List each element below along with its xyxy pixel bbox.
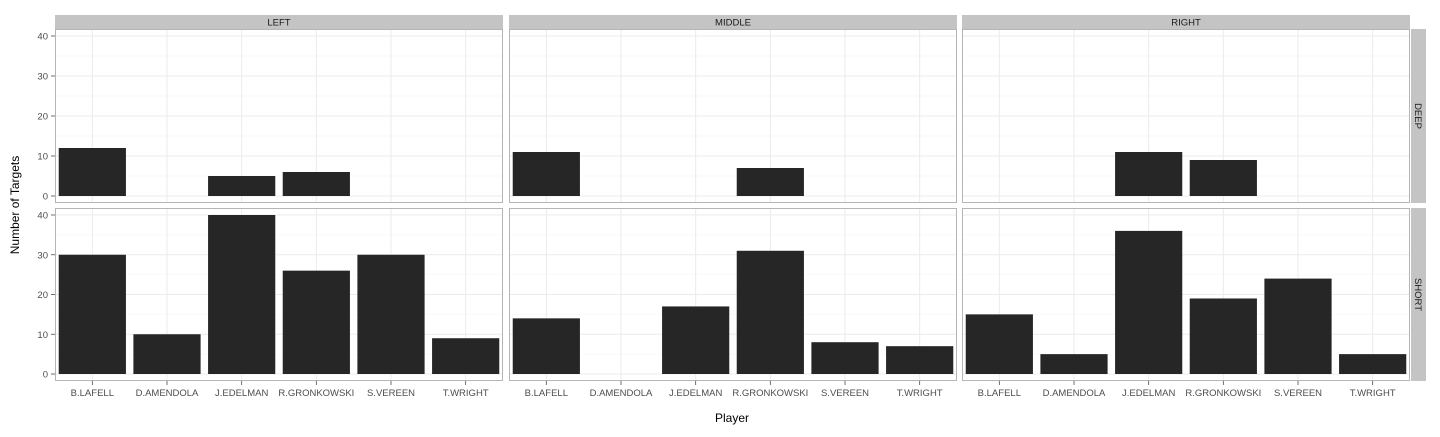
panel-middle-deep — [509, 29, 957, 203]
bar-left-short-j-edelman — [208, 215, 276, 374]
bar-left-deep-r-gronkowski — [282, 172, 350, 196]
axes-layer: 0 10 20 30 40 0 10 20 30 40 B.LAFELL D.AMENDOLA J.ED… — [37, 32, 1395, 400]
bar-right-short-s-vereen — [1264, 278, 1332, 374]
panel-border — [509, 208, 957, 381]
bar-middle-deep-r-gronkowski — [736, 168, 804, 196]
bar-middle-short-r-gronkowski — [736, 250, 804, 374]
bar-right-short-d-amendola — [1040, 354, 1108, 374]
panel-border — [962, 208, 1410, 381]
x-tick-label: D.AMENDOLA — [590, 388, 653, 399]
x-tick-label: J.EDELMAN — [669, 388, 722, 399]
x-tick-label: T.WRIGHT — [897, 388, 943, 399]
panel-left-short — [55, 208, 503, 381]
x-tick-label: D.AMENDOLA — [136, 388, 199, 399]
bar-left-short-r-gronkowski — [282, 270, 350, 374]
y-tick-label: 0 — [43, 192, 48, 203]
bar-right-deep-j-edelman — [1115, 152, 1183, 196]
bar-right-deep-r-gronkowski — [1189, 160, 1257, 196]
x-tick-label: T.WRIGHT — [443, 388, 489, 399]
bar-right-short-b-lafell — [965, 314, 1033, 374]
y-tick-label: 20 — [37, 112, 48, 123]
bar-middle-short-j-edelman — [662, 306, 730, 374]
x-tick-label: R.GRONKOWSKI — [732, 388, 808, 399]
y-tick-label: 40 — [37, 32, 48, 43]
y-axis-title: Number of Targets — [8, 156, 22, 255]
x-tick-label: S.VEREEN — [821, 388, 869, 399]
panel-border — [55, 208, 503, 381]
y-tick-label: 0 — [43, 370, 48, 381]
bar-middle-deep-b-lafell — [512, 152, 580, 196]
y-tick-label: 30 — [37, 72, 48, 83]
facet-strip-label-deep: DEEP — [1412, 103, 1423, 129]
panel-border — [962, 29, 1410, 203]
bar-middle-short-t-wright — [886, 346, 954, 374]
bar-left-deep-b-lafell — [58, 148, 126, 196]
facet-strip-label-middle: MIDDLE — [715, 18, 751, 29]
bar-left-deep-j-edelman — [208, 176, 276, 196]
x-tick-label: R.GRONKOWSKI — [278, 388, 354, 399]
panel-left-deep — [55, 29, 503, 203]
x-tick-label: T.WRIGHT — [1350, 388, 1396, 399]
bar-right-short-j-edelman — [1115, 230, 1183, 374]
bar-right-short-t-wright — [1339, 354, 1407, 374]
bar-middle-short-b-lafell — [512, 318, 580, 374]
facet-strip-short — [1411, 208, 1426, 381]
bar-left-short-t-wright — [432, 338, 500, 374]
panel-right-short — [962, 208, 1410, 381]
x-tick-label: B.LAFELL — [71, 388, 114, 399]
x-tick-label: S.VEREEN — [1274, 388, 1322, 399]
panel-right-deep — [962, 29, 1410, 203]
panel-border — [55, 29, 503, 203]
x-tick-label: J.EDELMAN — [215, 388, 268, 399]
facet-strip-label-right: RIGHT — [1171, 18, 1201, 29]
facet-strip-middle — [509, 15, 957, 29]
bar-left-short-d-amendola — [133, 334, 201, 374]
x-tick-label: B.LAFELL — [978, 388, 1021, 399]
y-tick-label: 10 — [37, 330, 48, 341]
x-tick-label: R.GRONKOWSKI — [1185, 388, 1261, 399]
facet-strip-right — [962, 15, 1410, 29]
y-tick-label: 20 — [37, 290, 48, 301]
panel-middle-short — [509, 208, 957, 381]
facet-strip-label-short: SHORT — [1412, 278, 1423, 311]
x-axis-title: Player — [715, 411, 749, 425]
facet-strip-left — [55, 15, 503, 29]
x-tick-label: D.AMENDOLA — [1043, 388, 1106, 399]
x-tick-label: J.EDELMAN — [1122, 388, 1175, 399]
y-tick-label: 30 — [37, 250, 48, 261]
x-tick-label: S.VEREEN — [367, 388, 415, 399]
panels-layer: LEFT MIDDLE RIGHT DEEP SHORT — [55, 15, 1426, 381]
bar-middle-short-s-vereen — [811, 342, 879, 374]
y-tick-label: 40 — [37, 211, 48, 222]
facet-strip-label-left: LEFT — [267, 18, 290, 29]
panel-border — [509, 29, 957, 203]
bar-left-short-s-vereen — [357, 254, 425, 374]
x-tick-label: B.LAFELL — [525, 388, 568, 399]
bar-right-short-r-gronkowski — [1189, 298, 1257, 374]
bar-left-short-b-lafell — [58, 254, 126, 374]
y-tick-label: 10 — [37, 152, 48, 163]
facet-strip-deep — [1411, 29, 1426, 203]
